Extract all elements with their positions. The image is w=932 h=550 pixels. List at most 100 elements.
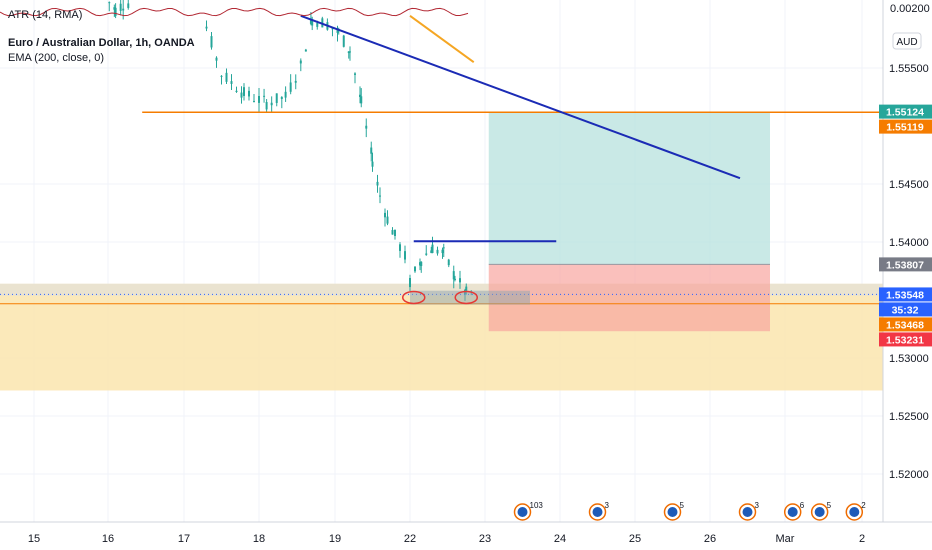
candle-body	[360, 96, 363, 104]
time-tick-label: 23	[479, 533, 491, 545]
position-stop-zone	[488, 264, 770, 332]
event-marker-flag-icon	[667, 507, 678, 517]
candle-body	[386, 216, 389, 224]
candle-body	[431, 244, 434, 253]
candle-body	[452, 271, 455, 280]
candle-body	[384, 212, 386, 218]
candle-body	[311, 19, 314, 26]
trendline[interactable]	[300, 14, 741, 180]
candle-body	[304, 49, 307, 52]
candle-body	[379, 195, 381, 197]
event-markers[interactable]: 103353652511	[513, 501, 932, 521]
candle-body	[253, 100, 255, 102]
bottom-highlight	[410, 290, 530, 305]
candle-body	[225, 72, 228, 82]
candle-body	[248, 90, 250, 97]
time-tick-label: Mar	[776, 533, 795, 545]
candle-body	[359, 94, 361, 98]
candle-body	[215, 57, 218, 61]
candle-body	[210, 36, 213, 48]
price-tag	[879, 287, 932, 302]
time-tick-label: 15	[28, 533, 40, 545]
candle-body	[294, 80, 297, 83]
drawings[interactable]	[0, 14, 883, 305]
atr-indicator	[0, 7, 469, 17]
double-bottom-ellipse[interactable]	[402, 290, 426, 305]
orange-diagonal[interactable]	[409, 14, 475, 64]
candle-body	[220, 75, 223, 77]
candle-body	[420, 261, 423, 266]
event-marker-count: 103	[530, 501, 544, 510]
event-marker-flag-icon	[814, 507, 825, 517]
candle-body	[409, 278, 411, 288]
drawing-zones	[0, 111, 883, 391]
event-marker-flag-icon	[787, 507, 798, 517]
candle-body	[284, 91, 287, 98]
candle-body	[441, 249, 444, 254]
candle-body	[347, 51, 350, 54]
price-tag-label: 1.53807	[886, 259, 924, 271]
price-tick-label: 1.55500	[889, 63, 929, 75]
time-tick-label: 19	[329, 533, 341, 545]
symbol-title[interactable]: Euro / Australian Dollar, 1h, OANDA	[8, 37, 195, 49]
event-marker-flag-icon	[849, 507, 860, 517]
atr-value: 0.00200	[890, 3, 930, 15]
price-axis[interactable]: 1.55500 1.54500 1.54000 1.53000 1.52500 1.520…	[889, 63, 929, 481]
event-marker-count: 6	[800, 501, 805, 510]
candle-body	[270, 102, 273, 106]
candle-body	[376, 181, 379, 186]
candle-body	[454, 278, 456, 280]
candle-body	[447, 259, 450, 266]
candle-body	[442, 247, 445, 249]
candle-body	[331, 28, 334, 30]
candle-body	[342, 35, 345, 47]
event-marker-flag-icon	[742, 507, 753, 517]
candle-body	[370, 147, 373, 154]
time-axis[interactable]: 15 16 17 18 19 22 23 24 25 26 Mar 2	[28, 533, 865, 545]
candle-body	[365, 125, 368, 129]
price-tag-label: 1.53231	[886, 334, 924, 346]
atr-label: ATR (14, RMA)	[8, 9, 82, 21]
price-tag-label: 35:32	[892, 304, 919, 316]
candle-body	[235, 90, 238, 93]
candle-body	[336, 28, 339, 33]
candle-body	[240, 92, 243, 98]
price-tags: 1.55124 1.55119 1.53807 1.53548 35:32 1.53468…	[879, 104, 932, 347]
candle-body	[394, 229, 396, 236]
candle-body	[436, 249, 439, 254]
price-tag	[879, 257, 932, 272]
event-marker-flag-icon	[517, 507, 528, 517]
price-tag-label: 1.55124	[886, 107, 924, 119]
event-marker-flag-icon	[592, 507, 603, 517]
event-marker-count: 2	[861, 501, 866, 510]
time-tick-label: 16	[102, 533, 114, 545]
time-tick-label: 26	[704, 533, 716, 545]
time-tick-label: 22	[404, 533, 416, 545]
candle-body	[243, 87, 245, 96]
candle-body	[114, 7, 117, 16]
candle-body	[354, 73, 356, 75]
candle-body	[263, 95, 266, 97]
price-tag-label: 1.53468	[886, 319, 924, 331]
price-tag	[879, 332, 932, 347]
candle-body	[430, 250, 433, 253]
candle-body	[108, 2, 111, 4]
candle-body	[265, 102, 268, 110]
time-tick-label: 18	[253, 533, 265, 545]
candle-body	[275, 93, 278, 103]
event-marker-count: 5	[680, 501, 685, 510]
price-tick-label: 1.52000	[889, 469, 929, 481]
time-tick-label: 2	[859, 533, 865, 545]
candle-body	[465, 286, 468, 292]
candle-body	[371, 161, 374, 167]
double-bottom-ellipse[interactable]	[454, 290, 478, 305]
candle-body	[299, 60, 302, 64]
candle-body	[119, 3, 122, 11]
candle-body	[404, 251, 406, 260]
candle-body	[230, 81, 233, 84]
currency-button[interactable]	[892, 32, 922, 50]
candle-body	[391, 230, 394, 235]
candle-body	[205, 26, 208, 29]
price-tick-label: 1.52500	[889, 411, 929, 423]
